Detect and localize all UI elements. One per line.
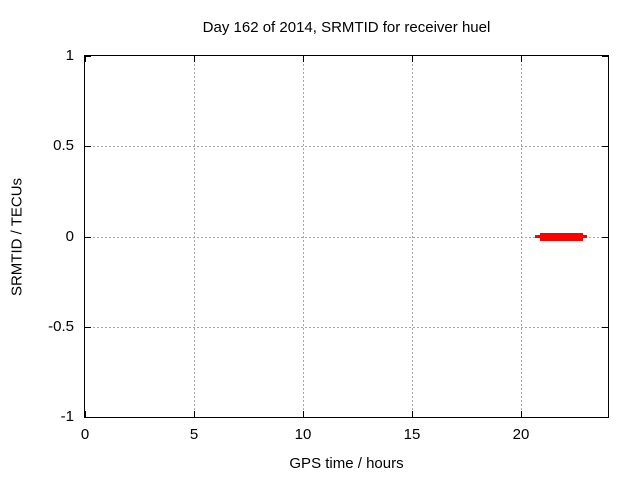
- y-tick-label: -1: [60, 408, 74, 425]
- y-tick-mark-left: [85, 56, 91, 57]
- y-tick-label: 1: [65, 47, 74, 64]
- x-tick-label: 0: [80, 426, 90, 443]
- x-tick-mark-top: [412, 56, 413, 62]
- data-segment-srmtid: [540, 232, 584, 241]
- y-tick-mark-right: [602, 237, 608, 238]
- x-tick-label: 10: [294, 426, 312, 443]
- y-tick-mark-right: [602, 327, 608, 328]
- gridline-vertical: [194, 56, 195, 417]
- chart-title: Day 162 of 2014, SRMTID for receiver hue…: [202, 19, 491, 36]
- x-tick-mark-bottom: [303, 411, 304, 417]
- gridline-vertical: [521, 56, 522, 417]
- gridline-horizontal: [85, 237, 608, 238]
- gridline-horizontal: [85, 327, 608, 328]
- x-tick-mark-bottom: [412, 411, 413, 417]
- gridline-vertical: [412, 56, 413, 417]
- plot-area: [84, 55, 609, 418]
- x-tick-mark-top: [521, 56, 522, 62]
- x-tick-mark-bottom: [521, 411, 522, 417]
- y-tick-mark-left: [85, 146, 91, 147]
- x-tick-label: 15: [403, 426, 421, 443]
- y-tick-label: 0: [65, 228, 74, 245]
- x-axis-label: GPS time / hours: [289, 455, 404, 472]
- x-tick-mark-top: [85, 56, 86, 62]
- y-tick-label: -0.5: [48, 318, 74, 335]
- y-tick-mark-left: [85, 237, 91, 238]
- x-tick-label: 5: [189, 426, 199, 443]
- y-tick-mark-left: [85, 417, 91, 418]
- gridline-horizontal: [85, 146, 608, 147]
- y-tick-mark-right: [602, 417, 608, 418]
- y-tick-label: 0.5: [53, 137, 74, 154]
- x-tick-mark-top: [194, 56, 195, 62]
- y-tick-mark-right: [602, 56, 608, 57]
- x-tick-mark-top: [303, 56, 304, 62]
- x-tick-label: 20: [512, 426, 530, 443]
- y-tick-mark-left: [85, 327, 91, 328]
- y-tick-mark-right: [602, 146, 608, 147]
- gridline-vertical: [303, 56, 304, 417]
- x-tick-mark-bottom: [85, 411, 86, 417]
- x-tick-mark-bottom: [194, 411, 195, 417]
